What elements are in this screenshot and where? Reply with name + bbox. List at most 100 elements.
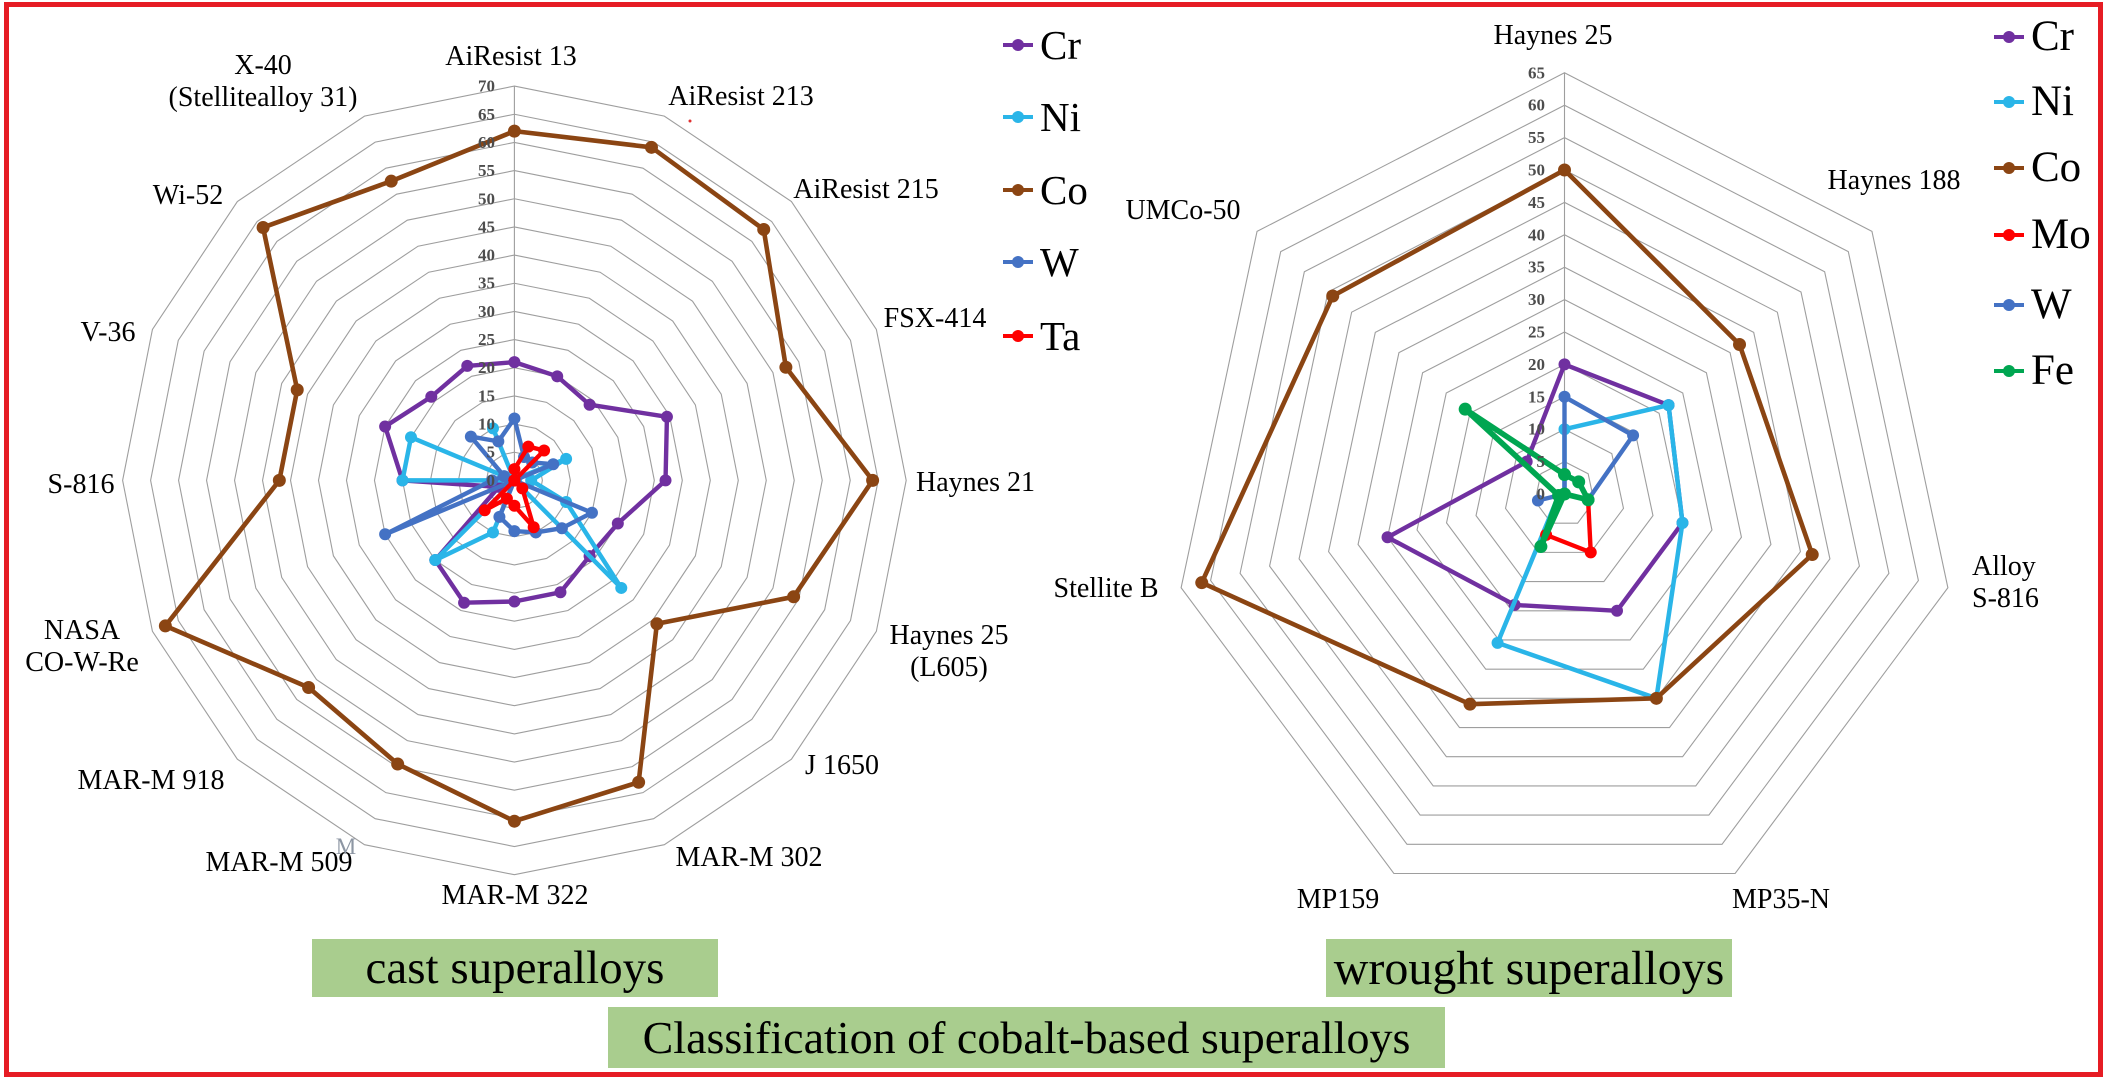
category-label-AiResist 13: AiResist 13 [445,41,576,72]
series-marker-Co [1649,691,1663,705]
series-marker-Cr [508,595,521,608]
grid-ring [205,170,823,791]
category-label-MAR-M 302: MAR-M 302 [675,842,822,873]
series-marker-Mo [1584,546,1597,559]
series-marker-W [555,522,568,535]
series-marker-Co [507,124,521,138]
wrought-superalloys-banner: wrought superalloys [1326,939,1732,997]
series-marker-Co [272,473,286,487]
series-marker-Cr [660,410,673,423]
series-marker-Ni [1491,636,1504,649]
series-marker-Ni [396,474,409,487]
axis-tick-label: 35 [1528,258,1545,277]
grid-ring [1239,136,1890,816]
stray-m-artifact: M [335,834,357,859]
legend-marker-Ni [1994,96,2024,108]
series-marker-Fe [1572,475,1586,489]
series-marker-Ta [527,521,540,534]
series-marker-W [379,528,392,541]
legend-marker-Co [1994,162,2024,174]
figure-title-label: Classification of cobalt-based superallo… [642,1012,1411,1063]
grid-ring [1180,72,1949,875]
category-label-AiResist 213: AiResist 213 [668,81,813,112]
legend-marker-Mo [1994,229,2024,241]
series-marker-Ta [516,482,529,495]
grid-ring [261,226,767,735]
series-marker-Ni [1676,516,1689,529]
series-marker-Fe [1581,493,1595,507]
series-marker-Cr [551,370,564,383]
legend-dot-Mo [2003,229,2015,241]
series-marker-Co [787,590,801,604]
axis-tick-label: 30 [478,302,495,321]
series-marker-Ta [508,499,521,512]
grid-ring [345,310,683,650]
series-marker-Cr [508,356,521,369]
series-marker-Co [290,383,304,397]
category-label-Haynes 25: Haynes 25 [1494,20,1613,51]
series-marker-Co [384,174,398,188]
series-marker-Ni [404,431,417,444]
axis-tick-label: 50 [1528,161,1545,180]
grid-ring [401,367,627,594]
axis-tick-label: 10 [1528,420,1545,439]
axis-tick-label: 30 [1528,290,1545,309]
axis-tick-label: 35 [478,274,495,293]
legend-dot-Ni [1012,111,1024,123]
series-marker-Co [1558,163,1571,177]
legend-dot-W [2003,299,2015,311]
axis-tick-label: 55 [1528,128,1545,147]
axis-tick-label: 25 [1528,323,1545,342]
series-marker-Ni [525,474,538,487]
series-marker-Co [632,775,646,789]
red-border-frame [4,2,2103,1077]
grid-ring [429,395,599,566]
series-marker-Co [1463,697,1477,711]
series-marker-Cr [379,420,392,433]
axis-tick-label: 55 [478,161,495,180]
series-marker-W [508,412,521,425]
legend-marker-Ni [1003,111,1033,123]
series-marker-W [1531,494,1544,507]
legend-dot-Co [1012,184,1024,196]
legend-marker-Fe [1994,365,2024,377]
series-marker-Ni [486,526,499,539]
grid-ring [1357,266,1772,699]
series-marker-W [486,474,499,487]
legend-dot-Ta [1012,330,1024,342]
series-marker-Co [158,619,172,633]
series-marker-Ta [508,463,521,476]
axis-tick-label: 65 [478,105,495,124]
category-label-V-36: V-36 [81,317,136,348]
radar-wrought-superalloys: 0 5 10 15 20 25 30 35 40 45 50 55 60 65 Haynes 25 Hayne… [1054,20,2039,915]
category-label-Haynes 188: Haynes 188 [1828,165,1961,196]
axis-tick-label: 45 [478,217,495,236]
series-marker-Co [256,220,270,234]
grid-ring [289,254,739,707]
axis-tick-label: 0 [487,471,496,490]
series-marker-Cr [458,596,471,609]
series-marker-Co [1805,548,1819,562]
grid-ring [1416,331,1713,641]
series-marker-W [1627,429,1640,442]
category-label-Haynes 25 (L605): Haynes 25 (L605) [890,620,1009,683]
series-marker-W [585,506,598,519]
category-label-MP159: MP159 [1297,884,1379,915]
series-marker-Co [866,473,880,487]
series-marker-Ta [500,492,513,505]
axis-tick-label: 15 [1528,387,1545,406]
series-marker-Cr [461,359,474,372]
legend-marker-Co [1003,184,1033,196]
axis-tick-label: 60 [478,133,495,152]
series-marker-Ni [560,452,573,465]
series-marker-Cr [425,390,438,403]
series-marker-Cr [554,586,567,599]
category-label-Stellite B: Stellite B [1054,573,1159,604]
series-marker-W [492,435,505,448]
series-line-Co [1199,167,1815,707]
series-marker-Ta [478,504,491,517]
series-marker-Co [1733,338,1747,352]
series-marker-Cr [659,474,672,487]
category-label-S-816: S-816 [48,469,115,500]
axis-tick-label: 5 [487,443,496,462]
